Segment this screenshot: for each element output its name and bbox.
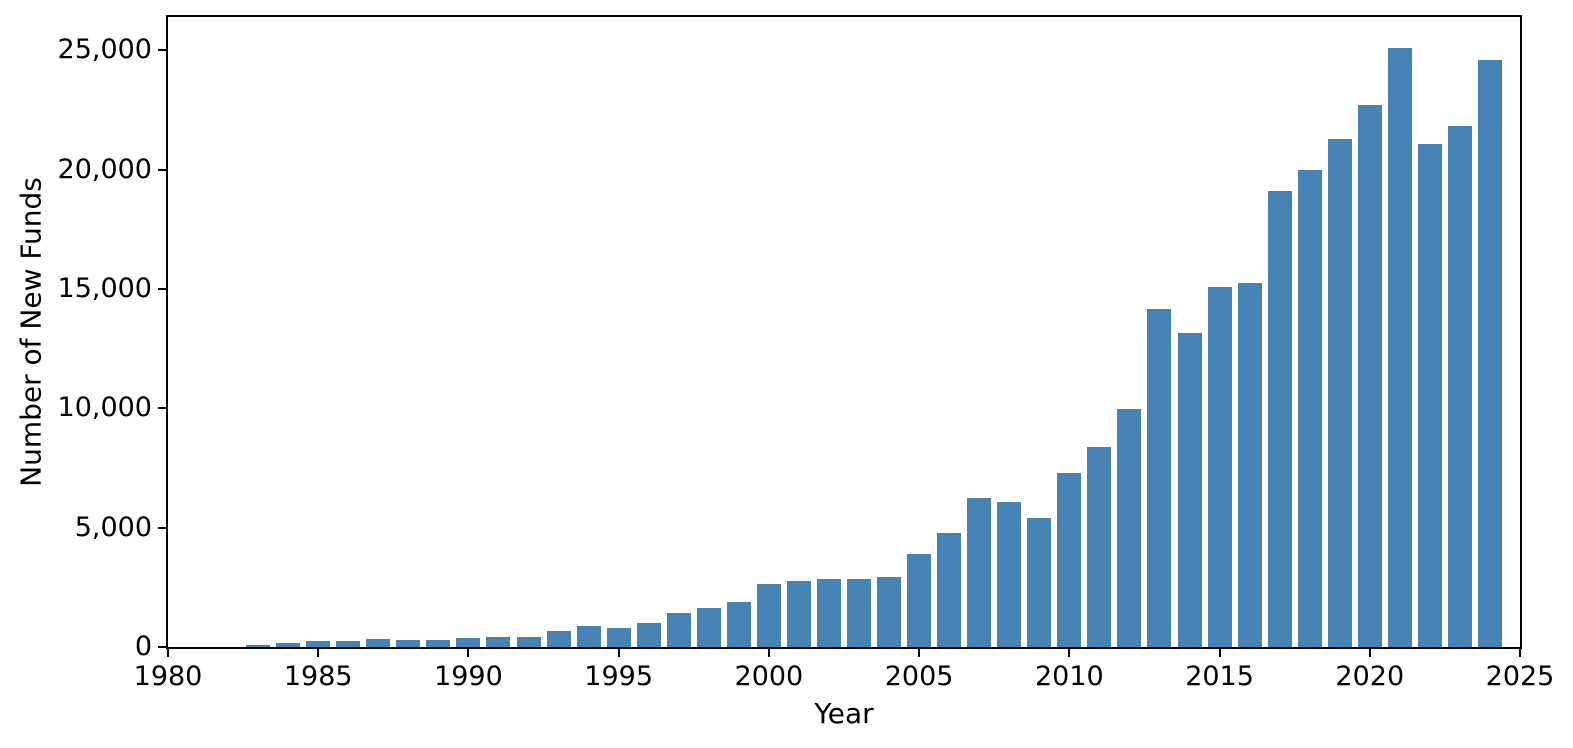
bar-1988 <box>396 639 421 647</box>
bar-2003 <box>847 578 872 647</box>
bar-2014 <box>1177 333 1202 647</box>
x-tick-2020 <box>1368 649 1371 657</box>
x-tick-label-2015: 2015 <box>1185 661 1254 692</box>
bar-1994 <box>576 625 601 647</box>
bar-2018 <box>1297 170 1322 647</box>
bar-1984 <box>276 642 301 647</box>
bar-2010 <box>1057 473 1082 647</box>
y-tick-15000 <box>158 287 166 290</box>
bar-2012 <box>1117 409 1142 647</box>
bar-2024 <box>1477 59 1502 647</box>
y-tick-label-10000: 10,000 <box>57 392 152 424</box>
bar-2000 <box>756 583 781 647</box>
x-tick-2015 <box>1218 649 1221 657</box>
bar-1989 <box>426 639 451 647</box>
bar-1990 <box>456 638 481 647</box>
y-tick-label-25000: 25,000 <box>57 34 152 66</box>
y-tick-5000 <box>158 526 166 529</box>
y-tick-10000 <box>158 407 166 410</box>
x-tick-1990 <box>467 649 470 657</box>
y-tick-label-0: 0 <box>134 631 152 663</box>
x-tick-label-1985: 1985 <box>283 661 353 692</box>
x-tick-2010 <box>1068 649 1071 657</box>
bar-2005 <box>907 553 932 647</box>
x-axis-title: Year <box>814 697 874 730</box>
bar-1996 <box>636 622 661 647</box>
bar-1998 <box>696 608 721 647</box>
y-axis-title: Number of New Funds <box>14 177 48 487</box>
bar-1986 <box>336 641 361 647</box>
bar-2016 <box>1237 282 1262 647</box>
bar-2020 <box>1357 105 1382 647</box>
bar-1985 <box>306 640 331 647</box>
x-tick-label-1995: 1995 <box>584 661 654 692</box>
y-tick-label-5000: 5,000 <box>74 511 152 543</box>
y-tick-0 <box>158 646 166 648</box>
bar-2002 <box>816 578 841 647</box>
bar-2007 <box>967 497 992 647</box>
bar-2023 <box>1447 126 1472 647</box>
x-tick-label-2010: 2010 <box>1034 661 1104 692</box>
plot-area: 1980 1985 1990 1995 2000 2005 2010 2015 2020 2025… <box>58 15 1554 691</box>
x-tick-label-1980: 1980 <box>133 661 203 692</box>
bar-2015 <box>1207 286 1232 647</box>
y-tick-25000 <box>158 49 166 52</box>
bar-1993 <box>546 630 571 647</box>
x-tick-label-2000: 2000 <box>734 661 804 692</box>
bar-1983 <box>246 645 271 647</box>
bar-1987 <box>366 638 391 647</box>
x-tick-label-1990: 1990 <box>434 661 503 692</box>
left-spine-y-axis <box>166 15 168 649</box>
bar-2013 <box>1147 308 1172 647</box>
bar-1997 <box>666 613 691 647</box>
bar-2019 <box>1327 139 1352 647</box>
bar-1992 <box>516 636 541 647</box>
y-tick-label-20000: 20,000 <box>57 153 152 185</box>
bar-2021 <box>1387 47 1412 647</box>
x-tick-2025 <box>1519 649 1521 657</box>
x-tick-2000 <box>767 649 770 657</box>
top-spine <box>166 15 1522 17</box>
x-tick-label-2020: 2020 <box>1335 661 1405 692</box>
x-tick-1985 <box>317 649 320 657</box>
bar-2017 <box>1267 191 1292 647</box>
bar-2006 <box>937 533 962 647</box>
x-tick-1980 <box>167 649 169 657</box>
bar-1999 <box>726 601 751 647</box>
bottom-spine <box>166 647 1522 649</box>
bar-1995 <box>606 627 631 647</box>
bar-2004 <box>877 576 902 647</box>
bar-2008 <box>997 501 1022 647</box>
x-tick-2005 <box>918 649 921 657</box>
bar-2009 <box>1027 517 1052 647</box>
x-tick-label-2025: 2025 <box>1485 661 1555 692</box>
bar-2022 <box>1417 144 1442 647</box>
bar-1991 <box>486 637 511 647</box>
x-tick-label-2005: 2005 <box>884 661 954 692</box>
bar-2011 <box>1087 446 1112 647</box>
right-spine <box>1520 15 1522 649</box>
x-tick-1995 <box>617 649 620 657</box>
bar-2001 <box>786 581 811 647</box>
y-tick-label-15000: 15,000 <box>57 273 152 305</box>
y-tick-20000 <box>158 168 166 171</box>
